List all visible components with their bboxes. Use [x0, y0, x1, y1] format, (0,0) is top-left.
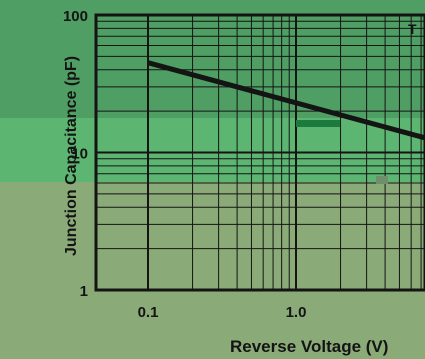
- annotation-label: T: [408, 21, 417, 37]
- background-band-top: [0, 0, 425, 118]
- x-axis-label: Reverse Voltage (V): [230, 337, 388, 356]
- y-tick-labels: 1 10 100: [63, 8, 88, 300]
- background-band-bottom: [0, 182, 425, 359]
- y-tick-label: 100: [63, 8, 88, 25]
- y-tick-label: 10: [71, 146, 88, 163]
- background-band-middle: [0, 118, 425, 182]
- series-line: [147, 60, 425, 141]
- y-axis-label: Junction Capacitance (pF): [63, 56, 80, 256]
- chart-grid: [96, 15, 425, 290]
- x-tick-label: 1.0: [286, 304, 307, 321]
- x-tick-labels: 0.11.010: [138, 304, 307, 321]
- grid-marker: [376, 176, 388, 184]
- x-tick-label: 0.1: [138, 304, 159, 321]
- curve-marker: [296, 120, 340, 127]
- series-group: [147, 60, 425, 141]
- plot-frame: [94, 13, 425, 292]
- y-tick-label: 1: [80, 283, 88, 300]
